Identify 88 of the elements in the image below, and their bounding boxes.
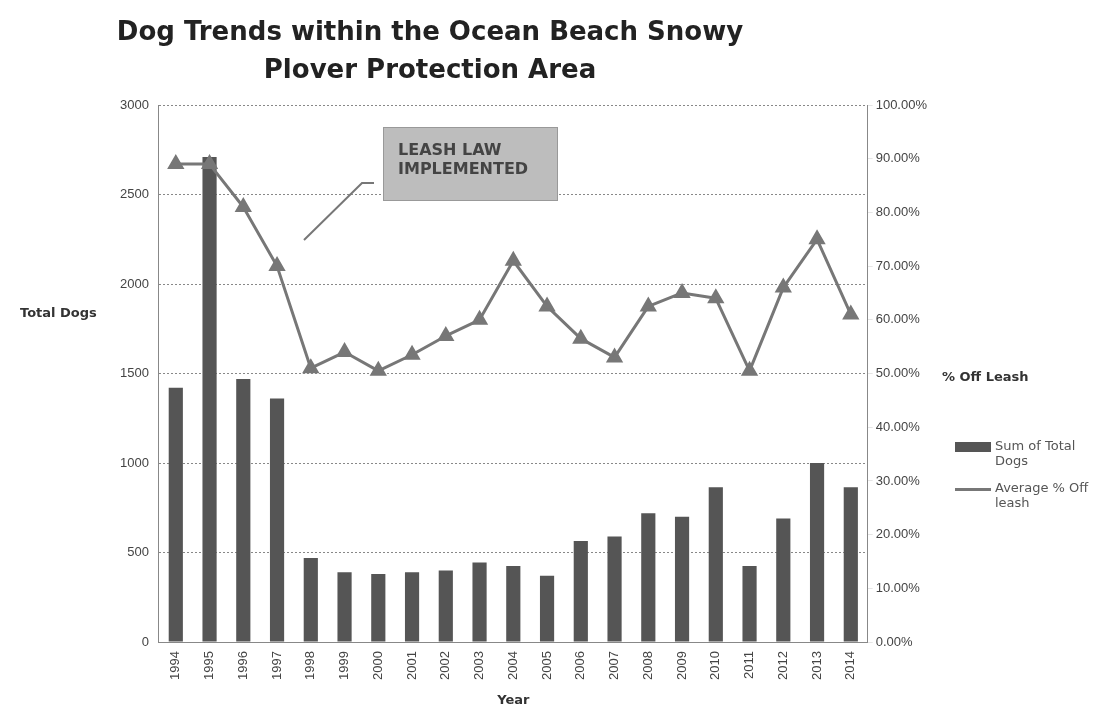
y-tick-label: 3000 bbox=[120, 96, 149, 112]
x-tick-label: 1998 bbox=[302, 651, 318, 680]
point bbox=[370, 362, 386, 376]
point bbox=[640, 297, 656, 312]
y2-tick-label: 60.00% bbox=[875, 311, 921, 327]
y2-axis-title: % Off Leash bbox=[942, 368, 1029, 384]
point bbox=[303, 359, 319, 374]
point bbox=[201, 155, 218, 170]
point bbox=[336, 343, 353, 358]
y2-tick-label: 20.00% bbox=[875, 526, 921, 542]
x-tick-label: 1995 bbox=[201, 651, 217, 680]
y-tick-label: 1500 bbox=[120, 365, 149, 381]
x-tick-label: 2012 bbox=[774, 651, 790, 680]
x-tick-label: 2009 bbox=[673, 651, 689, 680]
point bbox=[606, 348, 623, 363]
annotation: LEASH LAW IMPLEMENTED bbox=[383, 127, 558, 201]
bar bbox=[472, 562, 487, 642]
x-tick-label: 2005 bbox=[538, 651, 554, 680]
bar bbox=[539, 575, 555, 642]
point bbox=[235, 198, 251, 213]
point bbox=[775, 279, 791, 293]
point bbox=[404, 346, 420, 360]
bar bbox=[168, 387, 183, 642]
bar bbox=[742, 565, 757, 642]
bar bbox=[438, 570, 453, 642]
chart-title: Dog Trends within the Ocean Beach Snowy Plover Protection Area bbox=[115, 15, 745, 86]
point bbox=[471, 311, 488, 325]
y2-tick-label: 80.00% bbox=[875, 203, 921, 219]
x-tick-label: 2001 bbox=[403, 651, 419, 680]
y2-tick-label: 90.00% bbox=[875, 150, 921, 166]
bar bbox=[809, 463, 825, 642]
point bbox=[741, 362, 758, 376]
point bbox=[809, 230, 825, 245]
bar bbox=[506, 565, 521, 642]
point bbox=[674, 284, 690, 298]
x-tick-label: 2011 bbox=[741, 651, 757, 680]
x-axis-title: Year bbox=[496, 691, 530, 707]
x-tick-label: 1997 bbox=[268, 651, 284, 680]
point bbox=[539, 297, 555, 312]
x-tick-label: 1999 bbox=[336, 651, 352, 680]
y-tick-label: 2000 bbox=[120, 275, 149, 291]
point bbox=[505, 252, 521, 266]
bar bbox=[269, 398, 285, 642]
y2-tick-label: 40.00% bbox=[875, 418, 921, 434]
legend-label: Average % Off leash bbox=[995, 480, 1090, 510]
y2-tick-label: 30.00% bbox=[875, 472, 921, 488]
bar bbox=[776, 518, 791, 642]
y2-tick-label: 0.00% bbox=[875, 633, 913, 649]
bar bbox=[371, 574, 386, 642]
point bbox=[438, 327, 454, 341]
point bbox=[843, 305, 859, 320]
y-tick-label: 0 bbox=[141, 633, 149, 649]
y2-tick-label: 10.00% bbox=[875, 579, 921, 595]
y2-tick-label: 70.00% bbox=[875, 257, 921, 273]
x-tick-label: 2003 bbox=[471, 651, 487, 680]
point bbox=[708, 289, 724, 304]
x-tick-label: 2010 bbox=[707, 651, 723, 680]
x-tick-label: 2000 bbox=[369, 651, 385, 680]
y2-tick-label: 100.00% bbox=[875, 96, 928, 112]
bar bbox=[708, 487, 723, 642]
bar bbox=[843, 487, 858, 642]
legend-label: Sum of Total Dogs bbox=[995, 438, 1077, 468]
point bbox=[168, 155, 184, 170]
x-tick-label: 2006 bbox=[572, 651, 588, 680]
y-tick-label: 1000 bbox=[120, 454, 149, 470]
bar bbox=[641, 513, 656, 642]
x-tick-label: 2013 bbox=[808, 651, 824, 680]
bar bbox=[674, 516, 690, 642]
x-tick-label: 2002 bbox=[437, 651, 453, 680]
x-tick-label: 2004 bbox=[504, 651, 520, 680]
y2-tick-label: 50.00% bbox=[875, 365, 921, 381]
x-tick-label: 2008 bbox=[639, 651, 655, 680]
y-tick-label: 500 bbox=[127, 544, 149, 560]
point bbox=[573, 330, 589, 344]
bar bbox=[337, 572, 352, 642]
bar bbox=[202, 156, 217, 642]
x-tick-label: 1994 bbox=[167, 651, 183, 680]
x-tick-label: 2014 bbox=[842, 651, 858, 680]
point bbox=[269, 257, 285, 272]
bar bbox=[573, 540, 588, 642]
bar bbox=[404, 572, 420, 642]
y-tick-label: 2500 bbox=[120, 186, 149, 202]
x-tick-label: 2007 bbox=[606, 651, 622, 680]
bar bbox=[607, 536, 622, 642]
bar bbox=[303, 557, 318, 642]
bar bbox=[236, 378, 251, 642]
y-axis-title: Total Dogs bbox=[20, 304, 98, 320]
x-tick-label: 1996 bbox=[234, 651, 250, 680]
